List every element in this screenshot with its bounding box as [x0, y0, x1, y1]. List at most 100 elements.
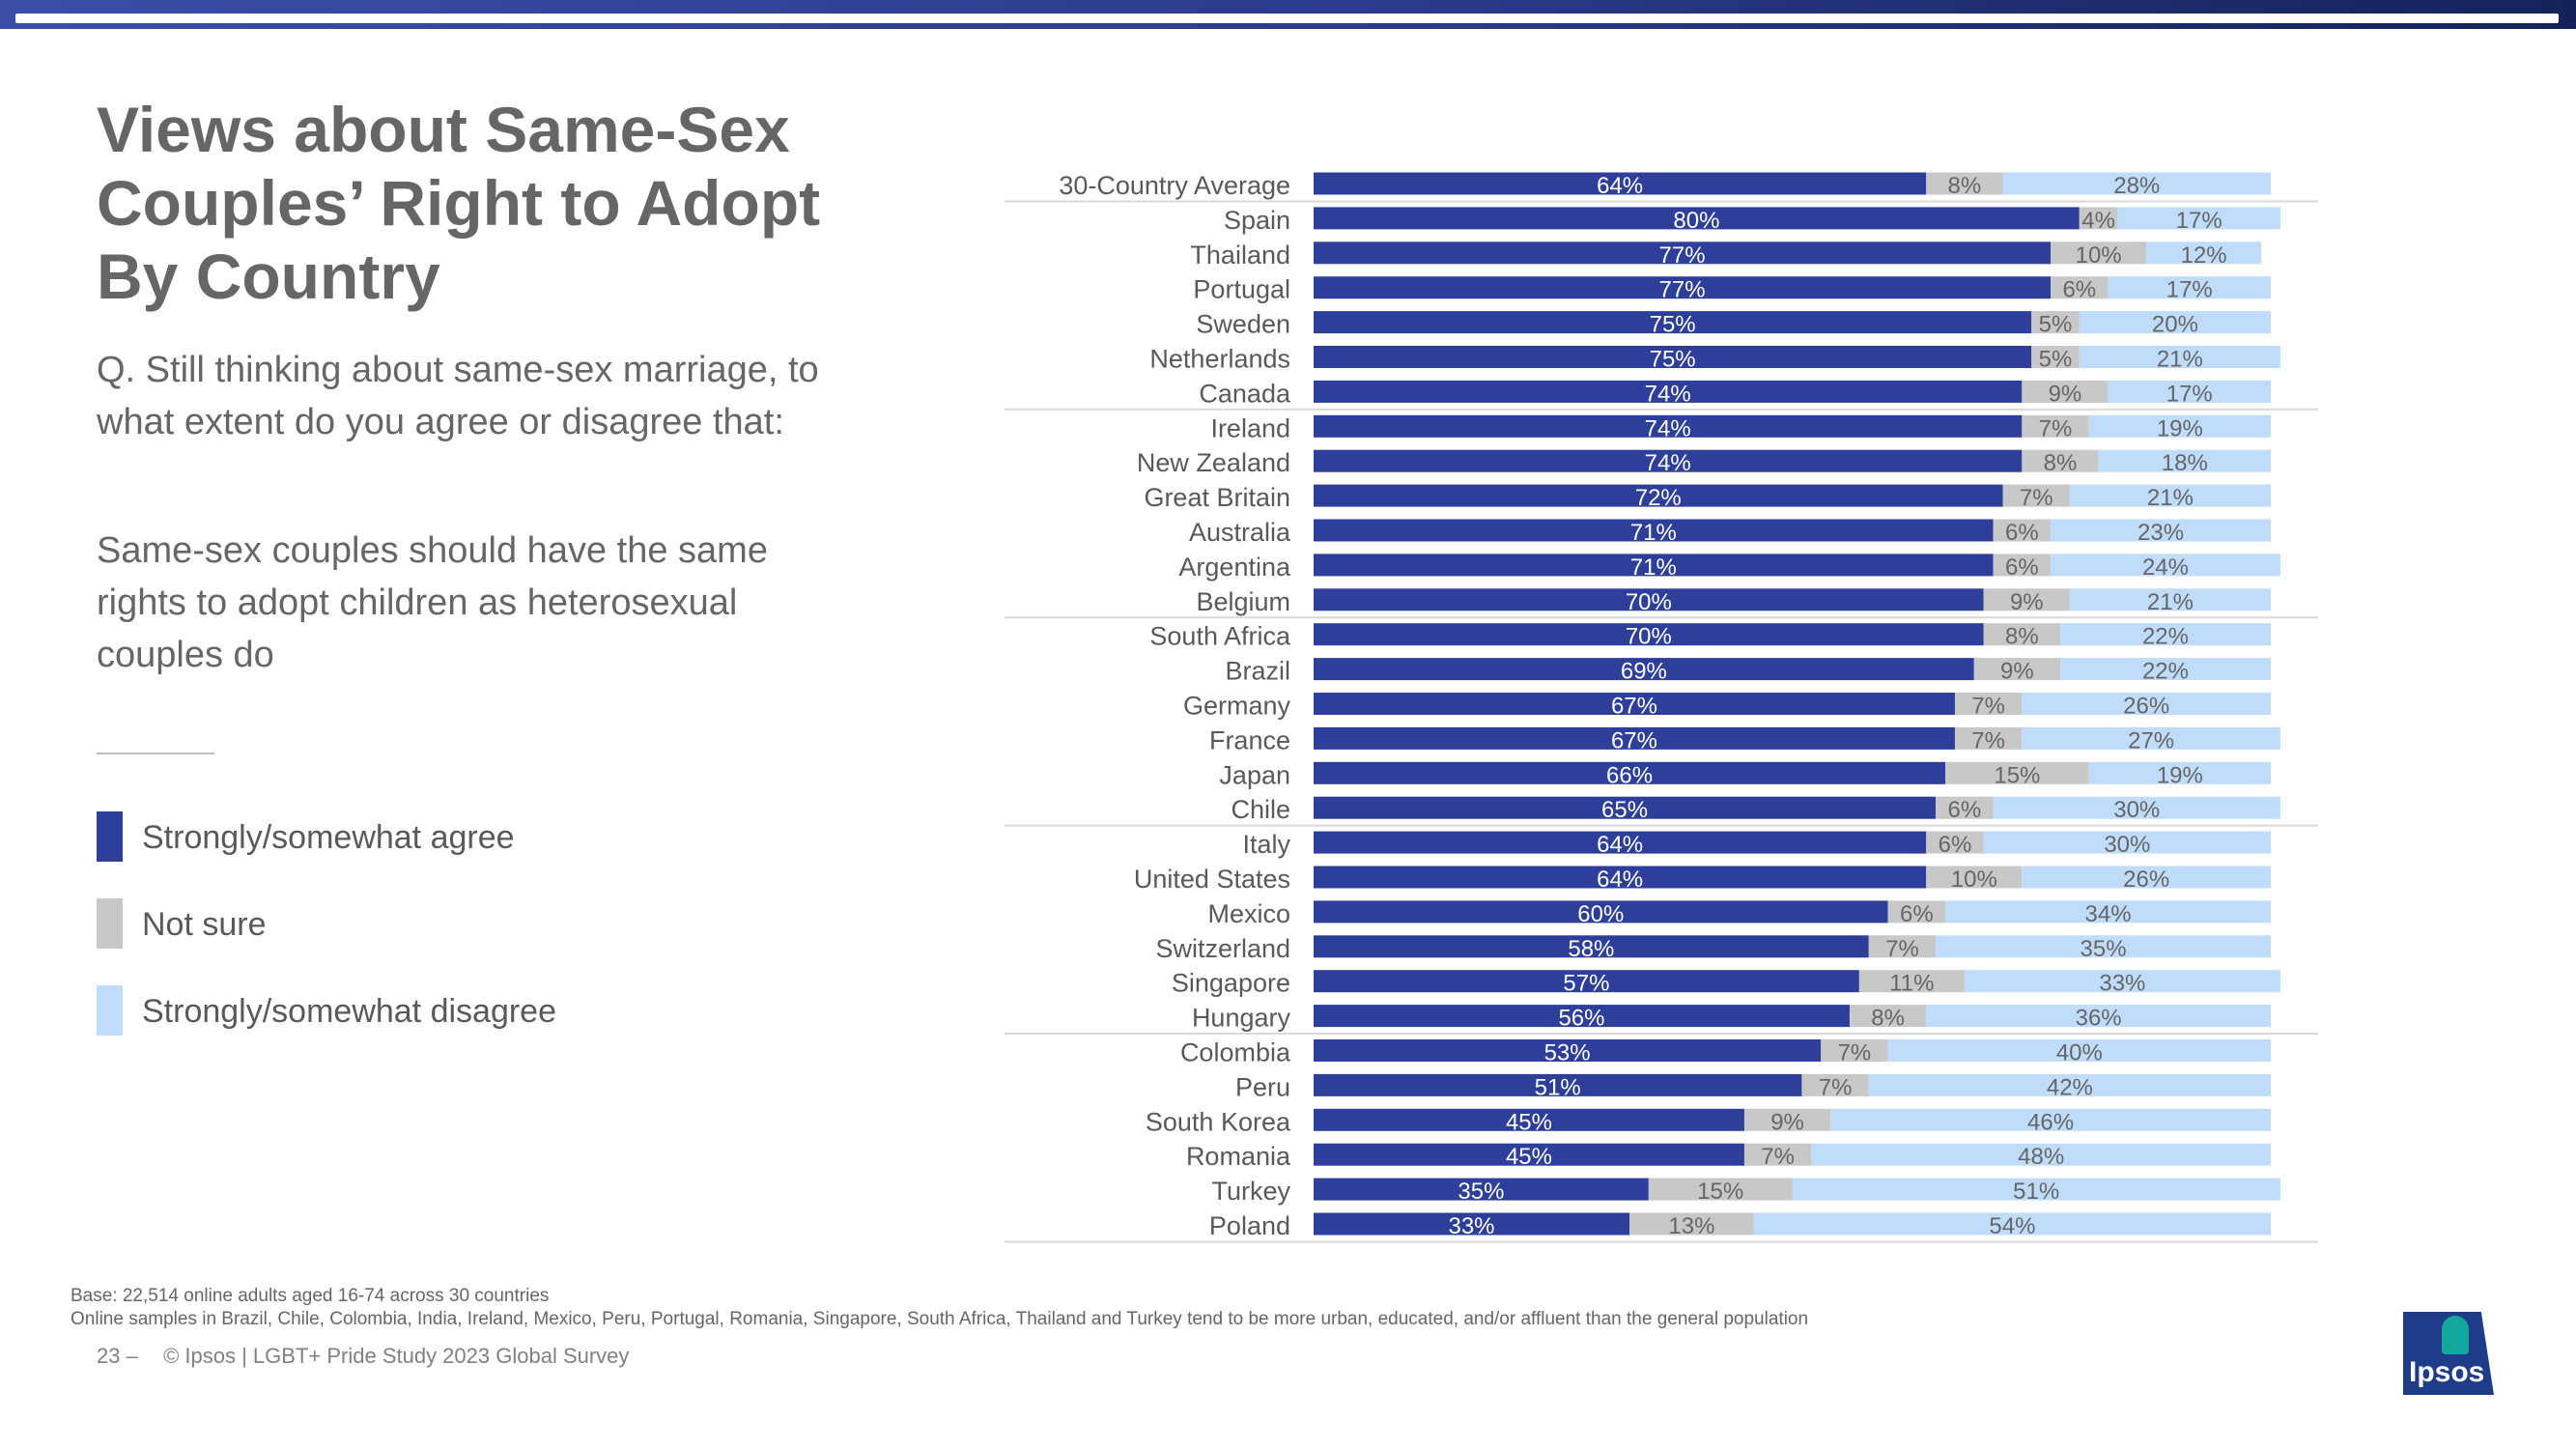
data-label-not-sure-30-country-average: 8% [1948, 173, 1982, 199]
category-label-switzerland: Switzerland [1155, 934, 1290, 963]
bar-disagree-thailand [2146, 242, 2262, 265]
data-label-agree-great-britain: 72% [1635, 485, 1682, 511]
data-label-agree-poland: 33% [1448, 1213, 1494, 1239]
data-label-not-sure-south-africa: 8% [2005, 624, 2039, 650]
bar-not-sure-netherlands [2031, 346, 2080, 368]
category-label-france: France [1209, 725, 1290, 754]
bar-not-sure-mexico [1887, 900, 1946, 923]
bar-disagree-portugal [2108, 276, 2271, 299]
category-label-mexico: Mexico [1207, 899, 1290, 928]
data-label-disagree-south-korea: 46% [2027, 1109, 2074, 1135]
data-label-disagree-ireland: 19% [2157, 415, 2203, 441]
bar-not-sure-30-country-average [1926, 172, 2003, 195]
data-label-not-sure-singapore: 11% [1889, 971, 1934, 997]
data-label-agree-germany: 67% [1611, 694, 1657, 720]
data-label-not-sure-netherlands: 5% [2039, 347, 2073, 373]
data-label-disagree-peru: 42% [2047, 1074, 2093, 1100]
bar-not-sure-romania [1743, 1143, 1812, 1166]
category-label-romania: Romania [1186, 1142, 1291, 1171]
legend-label-not-sure: Not sure [142, 906, 267, 943]
category-label-south-korea: South Korea [1146, 1107, 1291, 1136]
data-label-disagree-germany: 26% [2123, 694, 2169, 720]
data-label-agree-canada: 74% [1645, 381, 1691, 407]
data-label-agree-australia: 71% [1630, 520, 1677, 546]
data-label-disagree-new-zealand: 18% [2162, 450, 2208, 476]
data-label-agree-south-korea: 45% [1506, 1109, 1552, 1135]
bar-not-sure-great-britain [2002, 484, 2070, 507]
data-label-not-sure-mexico: 6% [1900, 901, 1934, 927]
bar-disagree-chile [1993, 796, 2280, 819]
bar-agree-sweden [1314, 311, 2032, 334]
bar-not-sure-portugal [2051, 276, 2109, 299]
category-label-peru: Peru [1235, 1072, 1290, 1101]
bar-disagree-switzerland [1936, 935, 2271, 958]
category-label-canada: Canada [1199, 379, 1291, 408]
data-label-agree-netherlands: 75% [1650, 347, 1696, 373]
bar-disagree-poland [1753, 1212, 2271, 1236]
data-label-disagree-chile: 30% [2113, 797, 2160, 823]
data-label-disagree-brazil: 22% [2142, 659, 2189, 685]
data-label-agree-spain: 80% [1673, 208, 1719, 234]
data-label-disagree-france: 27% [2128, 727, 2174, 753]
bar-agree-belgium [1314, 588, 1984, 611]
data-label-disagree-romania: 48% [2018, 1144, 2064, 1170]
footer: 23 – © Ipsos | LGBT+ Pride Study 2023 Gl… [97, 1344, 629, 1369]
bar-agree-romania [1314, 1143, 1744, 1166]
bar-not-sure-italy [1926, 831, 1984, 854]
bar-not-sure-hungary [1849, 1005, 1927, 1028]
bar-agree-south-africa [1314, 623, 1984, 646]
category-label-belgium: Belgium [1196, 587, 1290, 616]
bar-not-sure-new-zealand [2022, 449, 2099, 472]
bar-not-sure-peru [1801, 1073, 1869, 1096]
data-label-not-sure-chile: 6% [1948, 797, 1982, 823]
bar-not-sure-argentina [1993, 554, 2052, 577]
category-label-poland: Poland [1209, 1211, 1290, 1240]
bar-not-sure-france [1954, 726, 2023, 750]
bar-disagree-30-country-average [2002, 172, 2271, 195]
bar-agree-colombia [1314, 1039, 1822, 1062]
data-label-agree-switzerland: 58% [1568, 936, 1614, 962]
bar-agree-italy [1314, 831, 1927, 854]
category-label-australia: Australia [1189, 518, 1291, 547]
bar-not-sure-singapore [1858, 970, 1965, 993]
data-label-agree-italy: 64% [1597, 832, 1643, 858]
ipsos-logo-text: Ipsos [2409, 1356, 2485, 1388]
stacked-bar-chart: 30-Country Average 64% 8% 28% Spain 80% 4% 17% T… [1005, 171, 2318, 1243]
bar-not-sure-germany [1954, 693, 2023, 715]
data-label-disagree-united-states: 26% [2123, 867, 2169, 893]
data-label-not-sure-japan: 15% [1994, 762, 2040, 788]
bar-disagree-italy [1983, 831, 2271, 854]
data-label-not-sure-france: 7% [1971, 727, 2005, 753]
category-label-thailand: Thailand [1190, 241, 1290, 270]
bar-not-sure-poland [1629, 1212, 1754, 1236]
bar-not-sure-belgium [1983, 588, 2070, 611]
page-number: 23 – [97, 1344, 138, 1368]
data-label-disagree-south-africa: 22% [2142, 624, 2189, 650]
bar-agree-hungary [1314, 1005, 1850, 1028]
data-label-disagree-poland: 54% [1989, 1213, 2035, 1239]
category-label-japan: Japan [1219, 760, 1290, 789]
bar-disagree-new-zealand [2098, 449, 2271, 472]
category-label-turkey: Turkey [1211, 1177, 1290, 1206]
data-label-not-sure-germany: 7% [1971, 694, 2005, 720]
bar-disagree-ireland [2088, 414, 2271, 438]
category-label-singapore: Singapore [1172, 969, 1290, 998]
category-label-south-africa: South Africa [1149, 622, 1291, 651]
bar-not-sure-switzerland [1868, 935, 1937, 958]
bar-agree-united-states [1314, 866, 1927, 889]
bar-not-sure-japan [1945, 761, 2089, 784]
data-label-agree-argentina: 71% [1630, 554, 1677, 581]
data-label-agree-france: 67% [1611, 727, 1657, 753]
bar-agree-chile [1314, 796, 1937, 819]
survey-statement: Same-sex couples should have the same ri… [97, 530, 768, 675]
category-label-30-country-average: 30-Country Average [1059, 171, 1290, 200]
bar-not-sure-thailand [2051, 242, 2147, 265]
bar-disagree-belgium [2069, 588, 2271, 611]
category-label-spain: Spain [1224, 206, 1290, 235]
footnote-base: Base: 22,514 online adults aged 16-74 ac… [71, 1286, 550, 1306]
data-label-not-sure-hungary: 8% [1871, 1006, 1905, 1032]
data-label-disagree-australia: 23% [2137, 520, 2184, 546]
bar-disagree-france [2022, 726, 2280, 750]
bar-disagree-colombia [1887, 1039, 2271, 1062]
copyright-text: © Ipsos | LGBT+ Pride Study 2023 Global … [163, 1344, 630, 1368]
